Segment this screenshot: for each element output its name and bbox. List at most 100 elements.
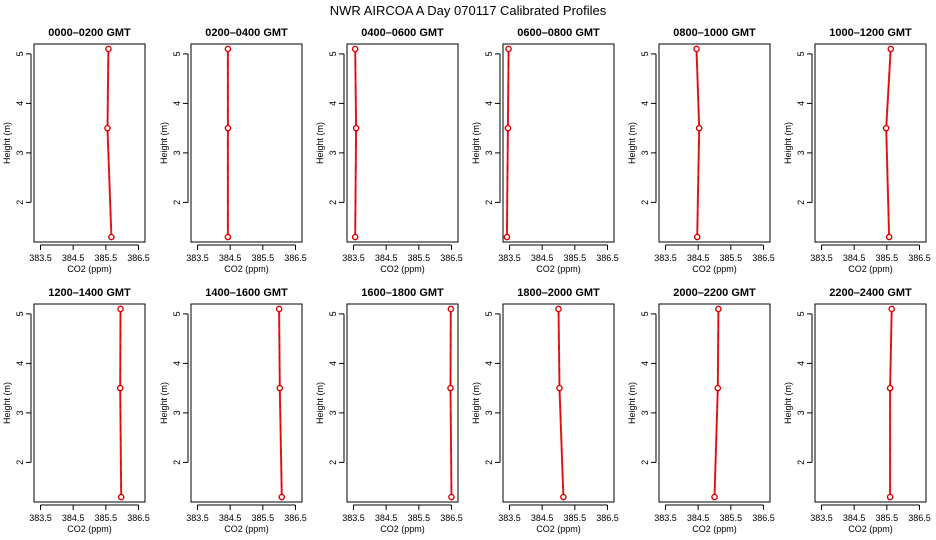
y-tick-label: 4 [172,361,182,366]
y-tick-label: 3 [796,410,806,415]
x-tick-label: 385.5 [876,513,899,523]
x-tick-label: 386.5 [284,253,307,263]
x-tick-label: 384.5 [219,513,242,523]
data-point [352,124,360,132]
y-axis-label: Height (m) [2,382,12,424]
y-tick-label: 5 [640,51,650,56]
series-line-heavy [557,308,565,498]
y-axis-label: Height (m) [783,122,793,164]
data-point [715,305,722,313]
data-point [882,124,890,132]
y-tick-label: 3 [796,150,806,155]
y-tick-label: 2 [484,460,494,465]
x-tick-label: 385.5 [95,253,118,263]
plot-frame [502,303,615,503]
y-tick-label: 2 [640,460,650,465]
data-point [278,493,286,501]
y-tick-label: 5 [640,311,650,316]
data-point [886,493,894,501]
x-tick-label: 385.5 [408,253,431,263]
data-point [695,124,703,132]
x-tick-label: 386.5 [752,253,775,263]
panel-title: 0600–0800 GMT [517,27,600,39]
y-tick-label: 5 [328,51,338,56]
data-point [447,384,454,392]
data-point [886,384,894,392]
series-line-heavy [278,308,283,498]
x-tick-label: 383.5 [186,513,209,523]
x-tick-label: 384.5 [62,253,85,263]
data-point [560,493,567,501]
y-axis-label: Height (m) [315,122,325,164]
x-tick-label: 383.5 [498,253,521,263]
y-tick-label: 3 [328,150,338,155]
data-point [351,233,359,241]
panel-8: 1400–1600 GMT 383.5 384.5 385.5 386.5 CO2 (pp… [159,287,307,534]
y-tick-label: 4 [328,361,338,366]
x-tick-label: 384.5 [843,253,866,263]
y-tick-label: 5 [796,311,806,316]
plot-frame [346,303,459,503]
y-tick-label: 5 [15,311,25,316]
x-tick-label: 383.5 [810,253,833,263]
panel-5: 0800–1000 GMT 383.5 384.5 385.5 386.5 CO2 (pp… [627,27,775,274]
data-point [117,305,124,313]
data-point [693,45,700,53]
x-tick-label: 386.5 [127,513,150,523]
plot-frame [33,43,146,243]
plot-frame [658,43,771,243]
y-tick-label: 2 [328,200,338,205]
panel-title: 1400–1600 GMT [205,287,288,299]
x-tick-label: 385.5 [408,513,431,523]
x-axis-label: CO2 (ppm) [224,264,269,274]
x-tick-label: 385.5 [720,513,743,523]
data-point [885,233,893,241]
data-point [503,233,511,241]
y-axis-label: Height (m) [627,382,637,424]
y-tick-label: 4 [15,361,25,366]
y-tick-label: 3 [484,410,494,415]
x-tick-label: 383.5 [498,513,521,523]
x-tick-label: 385.5 [564,513,587,523]
x-axis-label: CO2 (ppm) [536,524,581,534]
x-tick-label: 384.5 [219,253,242,263]
x-axis-label: CO2 (ppm) [224,524,269,534]
plot-frame [814,303,927,503]
y-tick-label: 3 [640,150,650,155]
x-axis-label: CO2 (ppm) [380,524,425,534]
y-tick-label: 4 [15,101,25,106]
x-tick-label: 386.5 [596,253,619,263]
panel-2: 0200–0400 GMT 383.5 384.5 385.5 386.5 CO2 (pp… [159,27,307,274]
plot-frame [190,303,303,503]
y-tick-label: 3 [328,410,338,415]
panel-6: 1000–1200 GMT 383.5 384.5 385.5 386.5 CO2 (pp… [783,27,931,274]
x-axis-label: CO2 (ppm) [67,264,112,274]
x-tick-label: 383.5 [342,513,365,523]
x-tick-label: 384.5 [687,253,710,263]
data-point [448,493,455,501]
plot-frame [502,43,615,243]
y-tick-label: 3 [172,410,182,415]
data-point [888,305,896,313]
x-axis-label: CO2 (ppm) [67,524,112,534]
x-tick-label: 384.5 [687,513,710,523]
data-point [555,305,562,313]
panel-9: 1600–1800 GMT 383.5 384.5 385.5 386.5 CO2 (pp… [315,287,463,534]
x-tick-label: 384.5 [375,513,398,523]
x-tick-label: 384.5 [531,513,554,523]
data-point [887,45,895,53]
panel-title: 1200–1400 GMT [48,287,131,299]
panel-title: 2000–2200 GMT [673,287,756,299]
y-axis-label: Height (m) [315,382,325,424]
data-point [117,493,125,501]
x-tick-label: 383.5 [342,253,365,263]
x-axis-label: CO2 (ppm) [380,264,425,274]
data-point [693,233,701,241]
y-tick-label: 5 [484,51,494,56]
x-tick-label: 385.5 [252,513,275,523]
panel-title: 1000–1200 GMT [829,27,912,39]
data-point [275,305,283,313]
plot-frame [33,303,146,503]
x-tick-label: 383.5 [29,513,52,523]
